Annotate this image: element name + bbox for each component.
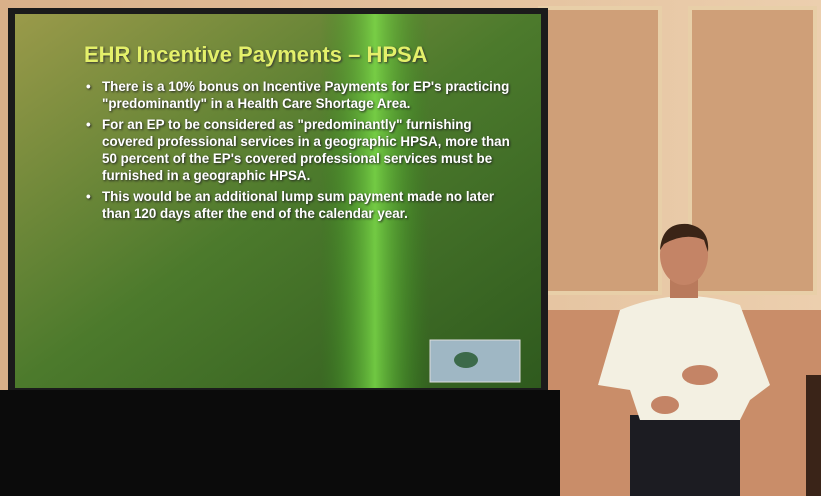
scene — [0, 0, 821, 496]
eye-iris — [454, 352, 478, 368]
trousers — [630, 415, 740, 496]
bullet: This would be an additional lump sum pay… — [102, 188, 522, 222]
bullet: For an EP to be considered as "predomina… — [102, 116, 522, 184]
table-skirt — [0, 390, 560, 496]
slide-title: EHR Incentive Payments – HPSA — [84, 42, 428, 68]
bullet: There is a 10% bonus on Incentive Paymen… — [102, 78, 522, 112]
hand — [651, 396, 679, 414]
wall-panel — [690, 8, 815, 293]
wall-panel — [540, 8, 660, 293]
bullet-list: There is a 10% bonus on Incentive Paymen… — [82, 78, 522, 226]
door-edge — [806, 375, 821, 496]
page: EHR Incentive Payments – HPSA There is a… — [0, 0, 821, 496]
hand — [682, 365, 718, 385]
